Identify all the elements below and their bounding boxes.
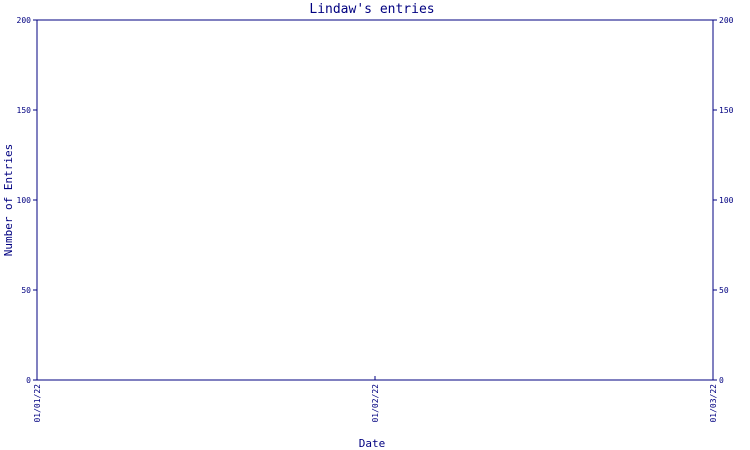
plot-frame (36, 19, 714, 381)
x-tick-label: 01/02/22 (371, 384, 380, 423)
x-axis: 01/01/22 01/02/22 01/03/22 (33, 376, 718, 423)
y-tick-label-right: 100 (719, 196, 734, 205)
y-tick-label-right: 0 (719, 376, 724, 385)
x-tick-label: 01/01/22 (33, 384, 42, 423)
y-axis-left: 0 50 100 150 200 (17, 16, 37, 385)
y-tick-label-left: 50 (21, 286, 31, 295)
y-tick-label-left: 100 (17, 196, 32, 205)
x-axis-label: Date (359, 437, 386, 450)
y-tick-label-right: 50 (719, 286, 729, 295)
y-tick-label-left: 200 (17, 16, 32, 25)
x-tick-label: 01/03/22 (709, 384, 718, 423)
y-tick-label-right: 150 (719, 106, 734, 115)
y-axis-right: 0 50 100 150 200 (713, 16, 734, 385)
chart-title: Lindaw's entries (309, 2, 434, 17)
y-axis-label: Number of Entries (2, 144, 15, 257)
y-tick-label-left: 150 (17, 106, 32, 115)
y-tick-label-right: 200 (719, 16, 734, 25)
y-tick-label-left: 0 (26, 376, 31, 385)
